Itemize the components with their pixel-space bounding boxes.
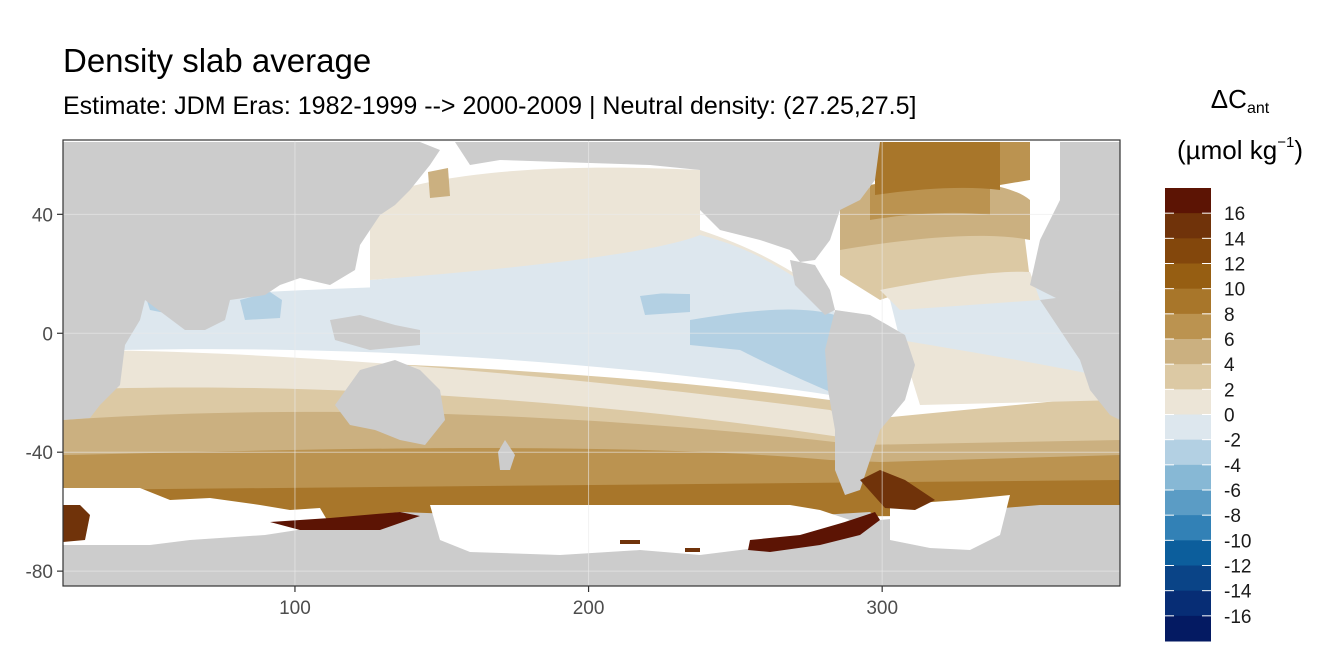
legend-swatch xyxy=(1165,490,1211,516)
patch-bay-of-bengal xyxy=(240,292,282,320)
legend-title: ΔCant xyxy=(1150,84,1330,118)
legend-swatch xyxy=(1165,464,1211,491)
legend-label: 8 xyxy=(1224,305,1235,326)
legend-title-sub: ant xyxy=(1246,100,1270,117)
legend-label: 10 xyxy=(1224,280,1245,301)
patch-central-pacific xyxy=(640,290,690,315)
land-central-america xyxy=(790,260,835,315)
legend-label: -2 xyxy=(1224,431,1241,452)
legend-swatch xyxy=(1165,263,1211,290)
band-north-pacific-lower xyxy=(370,235,830,300)
legend-swatch xyxy=(1165,590,1211,617)
legend-label: -12 xyxy=(1224,557,1251,578)
legend-swatch xyxy=(1165,188,1211,214)
legend-swatch xyxy=(1165,288,1211,315)
legend-label: 2 xyxy=(1224,380,1235,401)
legend-unit: (µmol kg−1) xyxy=(1150,134,1330,166)
legend-label: 12 xyxy=(1224,255,1245,276)
legend-label: -4 xyxy=(1224,456,1241,477)
land-greenland-europe xyxy=(1030,142,1120,300)
x-tick-label: 200 xyxy=(573,598,605,619)
ice-shelf-ross xyxy=(430,505,850,555)
land-eurasia xyxy=(63,142,440,330)
land-africa-east xyxy=(1040,290,1120,420)
legend-swatch xyxy=(1165,313,1211,340)
legend-swatch xyxy=(1165,439,1211,466)
legend-label: 14 xyxy=(1224,229,1246,250)
legend-title-main: ΔC xyxy=(1210,84,1247,114)
legend-label: -14 xyxy=(1224,582,1252,603)
legend-unit-main: (µmol kg xyxy=(1177,135,1278,165)
coastal-hotspots xyxy=(63,470,935,552)
legend-label: 16 xyxy=(1224,204,1245,225)
y-tick-label: -80 xyxy=(26,562,53,583)
y-axis: 40 0 -40 -80 xyxy=(26,205,63,583)
legend-swatch xyxy=(1165,213,1211,239)
band-tropical-atlantic-light xyxy=(880,271,1040,310)
ice-shelf-east xyxy=(63,488,330,545)
legend-label: -16 xyxy=(1224,607,1251,628)
map-panel xyxy=(63,140,1120,586)
legend-label: -6 xyxy=(1224,481,1241,502)
hotspot-small-1 xyxy=(620,540,640,544)
y-tick-label: 0 xyxy=(42,324,53,345)
band-labrador xyxy=(1000,142,1030,185)
legend-unit-close: ) xyxy=(1294,135,1303,165)
x-tick-label: 300 xyxy=(866,598,898,619)
patch-okhotsk xyxy=(428,168,450,198)
grid xyxy=(63,140,1120,586)
legend-label: -8 xyxy=(1224,506,1241,527)
chart-title: Density slab average xyxy=(63,42,372,79)
hotspot-weddell xyxy=(748,512,880,552)
legend-colorbar: 16 14 12 10 8 6 4 2 0 -2 -4 -6 -8 -10 -12 -14 -16 xyxy=(1165,188,1252,642)
land-africa xyxy=(63,260,145,420)
land-south-america xyxy=(825,310,915,495)
legend-swatch xyxy=(1165,615,1211,642)
legend-swatch xyxy=(1165,540,1211,566)
x-tick-label: 100 xyxy=(279,598,311,619)
legend-label: 0 xyxy=(1224,406,1235,427)
legend-swatch xyxy=(1165,339,1211,365)
land-north-america xyxy=(455,142,880,262)
y-tick-label: -40 xyxy=(26,443,53,464)
band-south-atlantic xyxy=(900,340,1120,405)
land-new-zealand xyxy=(498,440,515,470)
x-axis: 100 200 300 xyxy=(279,586,898,619)
ice-shelf-weddell xyxy=(890,495,1010,550)
land-indonesia xyxy=(330,315,420,350)
chart-subtitle: Estimate: JDM Eras: 1982-1999 --> 2000-2… xyxy=(63,92,917,120)
legend-label: 6 xyxy=(1224,330,1235,351)
legend-label: -10 xyxy=(1224,531,1251,552)
legend-swatch xyxy=(1165,515,1211,541)
ice-shelves xyxy=(63,488,1010,555)
hotspot-west xyxy=(63,505,90,542)
legend-swatch xyxy=(1165,389,1211,415)
band-east-pacific-blue xyxy=(690,309,850,400)
legend-label: 4 xyxy=(1224,355,1235,376)
band-south-light xyxy=(63,350,860,440)
hotspot-peninsula xyxy=(860,470,935,510)
y-tick-label: 40 xyxy=(32,205,53,226)
legend-swatch xyxy=(1165,238,1211,264)
legend-unit-sup: −1 xyxy=(1277,134,1295,151)
band-subpolar xyxy=(875,142,1000,195)
legend-swatch xyxy=(1165,565,1211,592)
legend-swatch xyxy=(1165,364,1211,390)
hotspot-small-2 xyxy=(685,548,700,552)
panel-border xyxy=(62,139,1121,587)
hotspot-east xyxy=(270,512,420,530)
legend-swatch xyxy=(1165,414,1211,441)
land-australia xyxy=(335,360,445,445)
